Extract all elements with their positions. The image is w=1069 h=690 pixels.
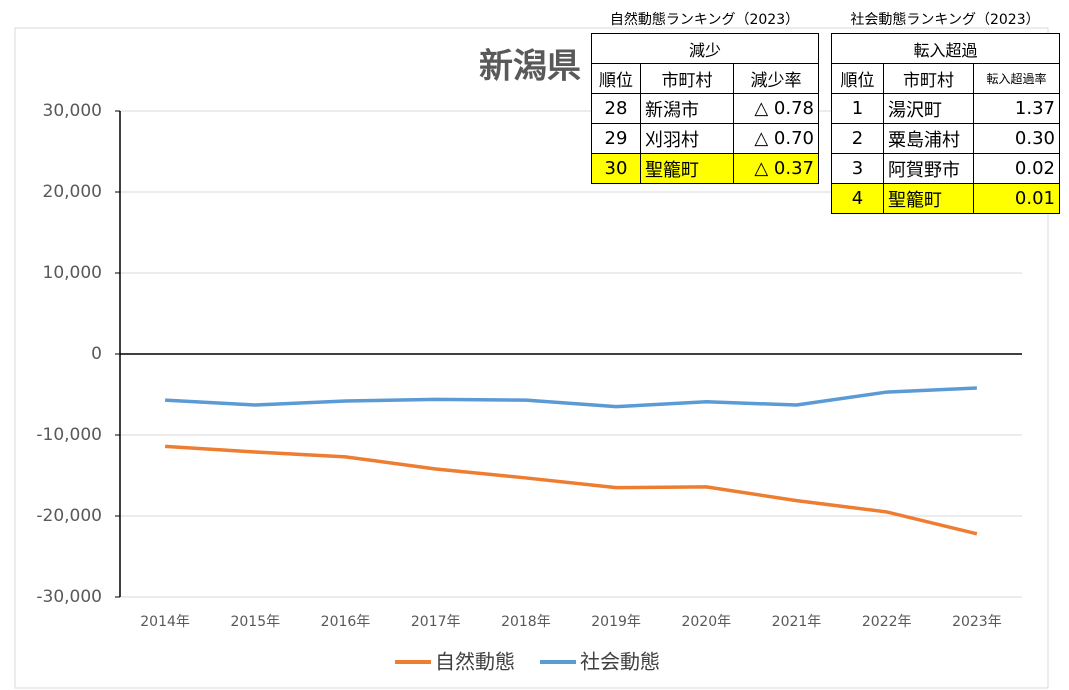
table-cell: 刈羽村: [640, 123, 734, 154]
table-cell: 阿賀野市: [883, 153, 974, 184]
x-tick-label: 2020年: [681, 614, 731, 630]
column-header: 順位: [591, 63, 641, 94]
x-tick-label: 2017年: [411, 614, 461, 630]
table-caption: 自然動態ランキング（2023）: [609, 12, 800, 28]
table: 減少 順位 市町村 減少率 28 新潟市 △ 0.78 29 刈羽村 △ 0.70 30 聖籠町 △ 0…: [591, 33, 819, 184]
table: 転入超過 順位 市町村 転入超過率 1 湯沢町 1.37 2 粟島浦村 0.30 3 阿賀野市 0.02…: [831, 33, 1060, 214]
table-cell: 1: [831, 93, 884, 124]
x-tick-label: 2015年: [230, 614, 280, 630]
group-row: 転入超過: [831, 33, 1060, 64]
table-row: 4 聖籠町 0.01: [831, 183, 1060, 214]
table-cell: 4: [831, 183, 884, 214]
column-header: 転入超過率: [973, 63, 1060, 94]
x-tick-label: 2021年: [772, 614, 822, 630]
x-tick-label: 2019年: [591, 614, 641, 630]
legend-label: 自然動態: [435, 650, 515, 674]
table-cell: △ 0.78: [733, 93, 819, 124]
column-header: 順位: [831, 63, 884, 94]
y-tick-label: 20,000: [43, 182, 102, 202]
y-tick-label: -30,000: [36, 587, 102, 607]
y-tick-label: 0: [91, 344, 102, 364]
column-header: 減少率: [733, 63, 819, 94]
table-cell: 29: [591, 123, 641, 154]
table-cell: 0.02: [973, 153, 1060, 184]
header-row: 順位 市町村 減少率: [591, 63, 819, 94]
column-header: 市町村: [640, 63, 734, 94]
table-cell: 粟島浦村: [883, 123, 974, 154]
table-cell: 28: [591, 93, 641, 124]
y-tick-label: 10,000: [43, 263, 102, 283]
table-cell: 聖籠町: [883, 183, 974, 214]
x-tick-label: 2016年: [321, 614, 371, 630]
table-row: 30 聖籠町 △ 0.37: [591, 153, 819, 184]
table-cell: 30: [591, 153, 641, 184]
x-tick-label: 2014年: [140, 614, 190, 630]
table-cell: △ 0.70: [733, 123, 819, 154]
chart-title: 新潟県: [479, 47, 581, 87]
y-tick-label: 30,000: [43, 101, 102, 121]
table-cell: 湯沢町: [883, 93, 974, 124]
y-tick-label: -10,000: [36, 425, 102, 445]
table-cell: 0.01: [973, 183, 1060, 214]
x-tick-label: 2022年: [862, 614, 912, 630]
table-cell: 0.30: [973, 123, 1060, 154]
table-row: 3 阿賀野市 0.02: [831, 153, 1060, 184]
table-row: 2 粟島浦村 0.30: [831, 123, 1060, 154]
x-tick-label: 2018年: [501, 614, 551, 630]
table-cell: 新潟市: [640, 93, 734, 124]
column-header: 市町村: [883, 63, 974, 94]
table-row: 28 新潟市 △ 0.78: [591, 93, 819, 124]
series-line: [165, 386, 977, 409]
ranking-table: 転入超過 順位 市町村 転入超過率 1 湯沢町 1.37 2 粟島浦村 0.30 3 阿賀野市 0.02…: [831, 33, 1060, 214]
table-cell: 3: [831, 153, 884, 184]
x-tick-label: 2023年: [952, 614, 1002, 630]
table-cell: 1.37: [973, 93, 1060, 124]
header-row: 順位 市町村 転入超過率: [831, 63, 1060, 94]
table-cell: △ 0.37: [733, 153, 819, 184]
table-cell: 聖籠町: [640, 153, 734, 184]
table-row: 1 湯沢町 1.37: [831, 93, 1060, 124]
table-row: 29 刈羽村 △ 0.70: [591, 123, 819, 154]
ranking-table: 減少 順位 市町村 減少率 28 新潟市 △ 0.78 29 刈羽村 △ 0.70 30 聖籠町 △ 0…: [591, 33, 819, 184]
group-row: 減少: [591, 33, 819, 64]
group-header: 転入超過: [831, 33, 1060, 64]
legend-label: 社会動態: [580, 650, 660, 674]
series-line: [164, 444, 978, 536]
y-tick-label: -20,000: [36, 506, 102, 526]
group-header: 減少: [591, 33, 819, 64]
table-cell: 2: [831, 123, 884, 154]
table-caption: 社会動態ランキング（2023）: [850, 12, 1040, 28]
